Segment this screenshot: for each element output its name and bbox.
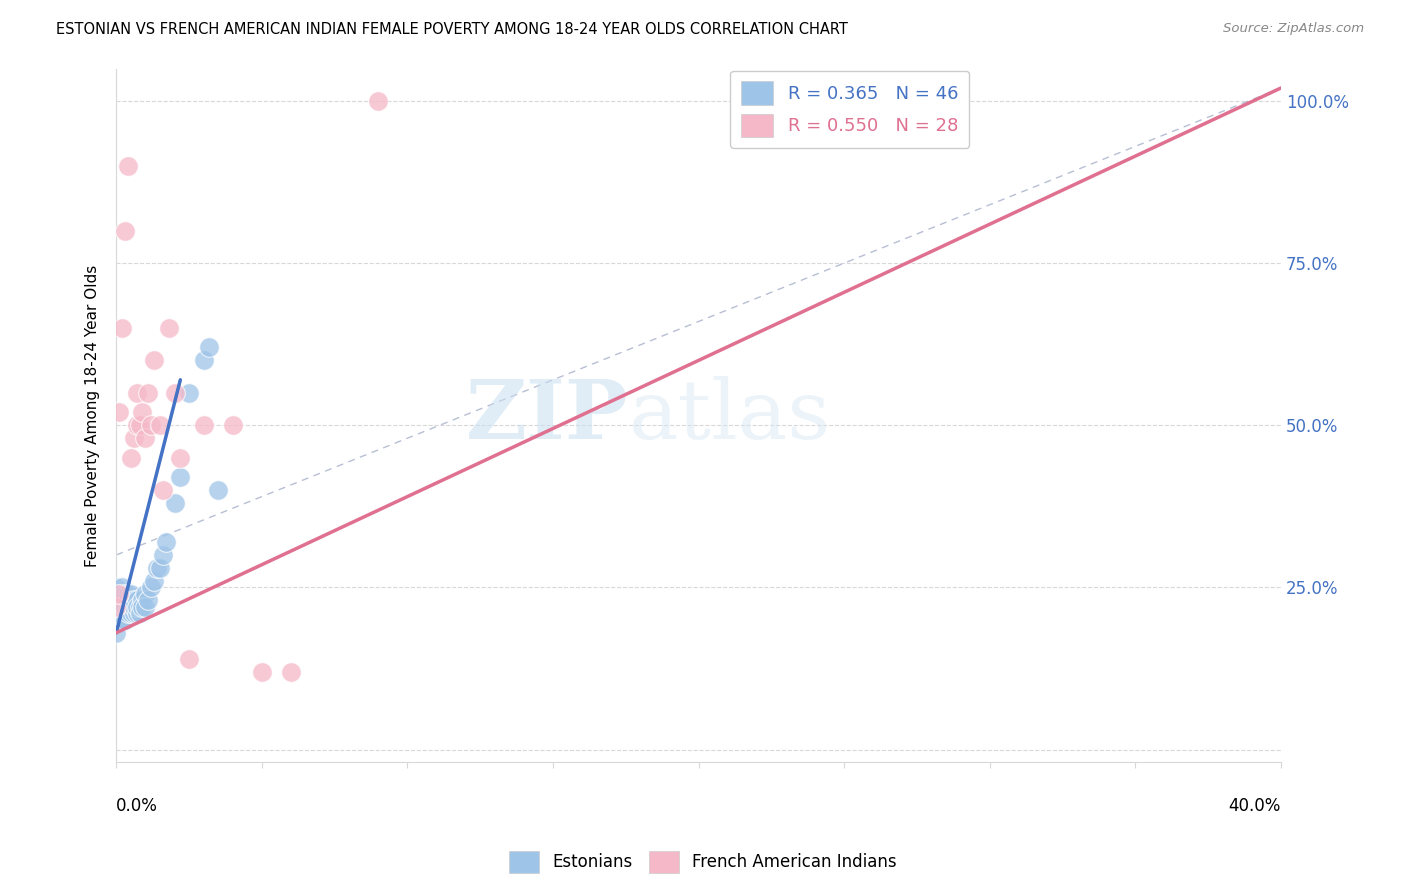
Point — [108, 587, 131, 601]
Text: ZIP: ZIP — [467, 376, 628, 456]
Point — [250, 665, 273, 679]
Point — [128, 418, 150, 433]
Point — [163, 496, 186, 510]
Point — [149, 561, 172, 575]
Point — [367, 94, 389, 108]
Point — [134, 587, 156, 601]
Point — [111, 599, 134, 614]
Point — [134, 431, 156, 445]
Point — [114, 599, 136, 614]
Point — [117, 587, 139, 601]
Text: 40.0%: 40.0% — [1229, 797, 1281, 815]
Point — [105, 599, 128, 614]
Point — [143, 353, 166, 368]
Point — [108, 599, 131, 614]
Point — [117, 159, 139, 173]
Point — [169, 470, 191, 484]
Point — [120, 607, 142, 621]
Point — [111, 580, 134, 594]
Point — [120, 450, 142, 465]
Point — [125, 607, 148, 621]
Point — [125, 593, 148, 607]
Point — [207, 483, 229, 497]
Point — [117, 607, 139, 621]
Point — [146, 561, 169, 575]
Point — [114, 613, 136, 627]
Point — [128, 607, 150, 621]
Point — [157, 321, 180, 335]
Point — [122, 599, 145, 614]
Legend: R = 0.365   N = 46, R = 0.550   N = 28: R = 0.365 N = 46, R = 0.550 N = 28 — [730, 70, 969, 148]
Point — [105, 599, 128, 614]
Point — [131, 405, 153, 419]
Point — [169, 450, 191, 465]
Point — [193, 353, 215, 368]
Point — [745, 94, 768, 108]
Point — [114, 587, 136, 601]
Point — [136, 385, 159, 400]
Point — [114, 224, 136, 238]
Point — [122, 593, 145, 607]
Point — [111, 613, 134, 627]
Point — [149, 418, 172, 433]
Point — [117, 593, 139, 607]
Point — [163, 385, 186, 400]
Point — [105, 580, 128, 594]
Point — [117, 599, 139, 614]
Text: Source: ZipAtlas.com: Source: ZipAtlas.com — [1223, 22, 1364, 36]
Point — [143, 574, 166, 588]
Point — [122, 431, 145, 445]
Point — [125, 385, 148, 400]
Point — [108, 593, 131, 607]
Point — [125, 599, 148, 614]
Point — [141, 580, 163, 594]
Point — [136, 593, 159, 607]
Point — [122, 607, 145, 621]
Legend: Estonians, French American Indians: Estonians, French American Indians — [502, 845, 904, 880]
Point — [131, 593, 153, 607]
Point — [134, 599, 156, 614]
Point — [105, 625, 128, 640]
Point — [141, 418, 163, 433]
Point — [108, 613, 131, 627]
Text: 0.0%: 0.0% — [117, 797, 157, 815]
Point — [152, 548, 174, 562]
Point — [108, 587, 131, 601]
Point — [128, 599, 150, 614]
Point — [152, 483, 174, 497]
Y-axis label: Female Poverty Among 18-24 Year Olds: Female Poverty Among 18-24 Year Olds — [86, 264, 100, 566]
Point — [105, 613, 128, 627]
Point — [111, 321, 134, 335]
Point — [155, 535, 177, 549]
Text: ESTONIAN VS FRENCH AMERICAN INDIAN FEMALE POVERTY AMONG 18-24 YEAR OLDS CORRELAT: ESTONIAN VS FRENCH AMERICAN INDIAN FEMAL… — [56, 22, 848, 37]
Point — [108, 405, 131, 419]
Point — [177, 651, 200, 665]
Point — [177, 385, 200, 400]
Point — [125, 418, 148, 433]
Point — [280, 665, 302, 679]
Point — [131, 599, 153, 614]
Text: atlas: atlas — [628, 376, 831, 456]
Point — [222, 418, 245, 433]
Point — [120, 599, 142, 614]
Point — [193, 418, 215, 433]
Point — [120, 587, 142, 601]
Point — [198, 340, 221, 354]
